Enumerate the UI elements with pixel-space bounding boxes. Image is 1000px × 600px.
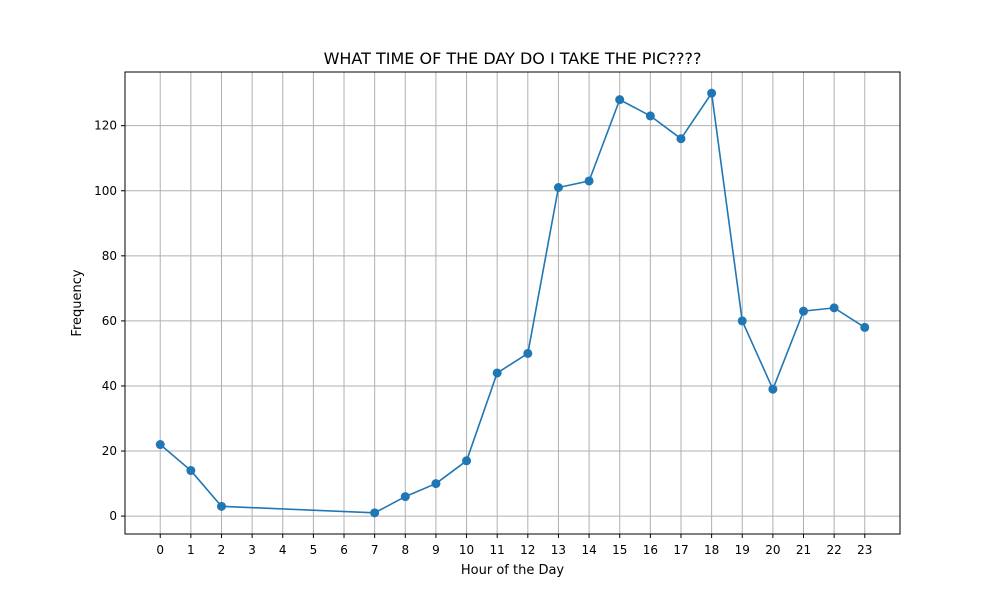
x-tick-label: 10: [459, 543, 474, 557]
x-axis-label: Hour of the Day: [461, 563, 565, 578]
data-point: [492, 368, 502, 378]
y-tick-label: 100: [94, 184, 117, 198]
data-point: [737, 316, 747, 326]
x-tick-label: 15: [612, 543, 627, 557]
series-layer: [155, 88, 870, 518]
x-tick-label: 3: [248, 543, 256, 557]
grid: [125, 72, 900, 534]
data-point: [707, 88, 717, 98]
data-point: [523, 348, 533, 358]
x-tick-label: 9: [432, 543, 440, 557]
chart-title: WHAT TIME OF THE DAY DO I TAKE THE PIC??…: [324, 49, 702, 68]
plot-frame: [124, 71, 901, 535]
x-tick-label: 18: [704, 543, 719, 557]
data-point: [645, 111, 655, 121]
x-tick-label: 4: [279, 543, 287, 557]
data-point: [155, 440, 165, 450]
x-tick-label: 8: [401, 543, 409, 557]
y-axis-label: Frequency: [70, 269, 85, 336]
y-tick-label: 120: [94, 119, 117, 133]
y-tick-label: 20: [102, 444, 117, 458]
x-tick-label: 12: [520, 543, 535, 557]
y-tick-label: 40: [102, 379, 117, 393]
data-point: [431, 479, 441, 489]
x-tick-label: 1: [187, 543, 195, 557]
data-point: [216, 501, 226, 511]
x-tick-label: 6: [340, 543, 348, 557]
data-point: [860, 322, 870, 332]
data-point: [462, 456, 472, 466]
data-point: [400, 492, 410, 502]
y-tick-label: 80: [102, 249, 117, 263]
series-line: [159, 92, 866, 514]
data-point: [799, 306, 809, 316]
x-tick-label: 22: [826, 543, 841, 557]
x-tick-label: 17: [673, 543, 688, 557]
data-point: [584, 176, 594, 186]
x-tick-label: 11: [490, 543, 505, 557]
data-point: [553, 183, 563, 192]
x-tick-label: 5: [310, 543, 318, 557]
x-tick-label: 7: [371, 543, 379, 557]
data-point: [186, 466, 196, 476]
axis-ticks: 0 1 2 3 4 5 6 7 8 9 10 11 12 13 14 15 16 17 18 19 20 21 22 2302…: [94, 119, 872, 557]
x-tick-label: 19: [735, 543, 750, 557]
x-tick-label: 2: [218, 543, 226, 557]
x-tick-label: 20: [765, 543, 780, 557]
data-point: [829, 303, 839, 313]
y-tick-label: 0: [109, 509, 117, 523]
data-point: [615, 95, 625, 105]
x-tick-label: 21: [796, 543, 811, 557]
x-tick-label: 23: [857, 543, 872, 557]
x-tick-label: 16: [643, 543, 658, 557]
data-point: [676, 134, 686, 144]
x-tick-label: 14: [581, 543, 596, 557]
data-point: [768, 384, 778, 394]
y-tick-label: 60: [102, 314, 117, 328]
x-tick-label: 13: [551, 543, 566, 557]
data-point: [370, 508, 380, 518]
x-tick-label: 0: [156, 543, 164, 557]
